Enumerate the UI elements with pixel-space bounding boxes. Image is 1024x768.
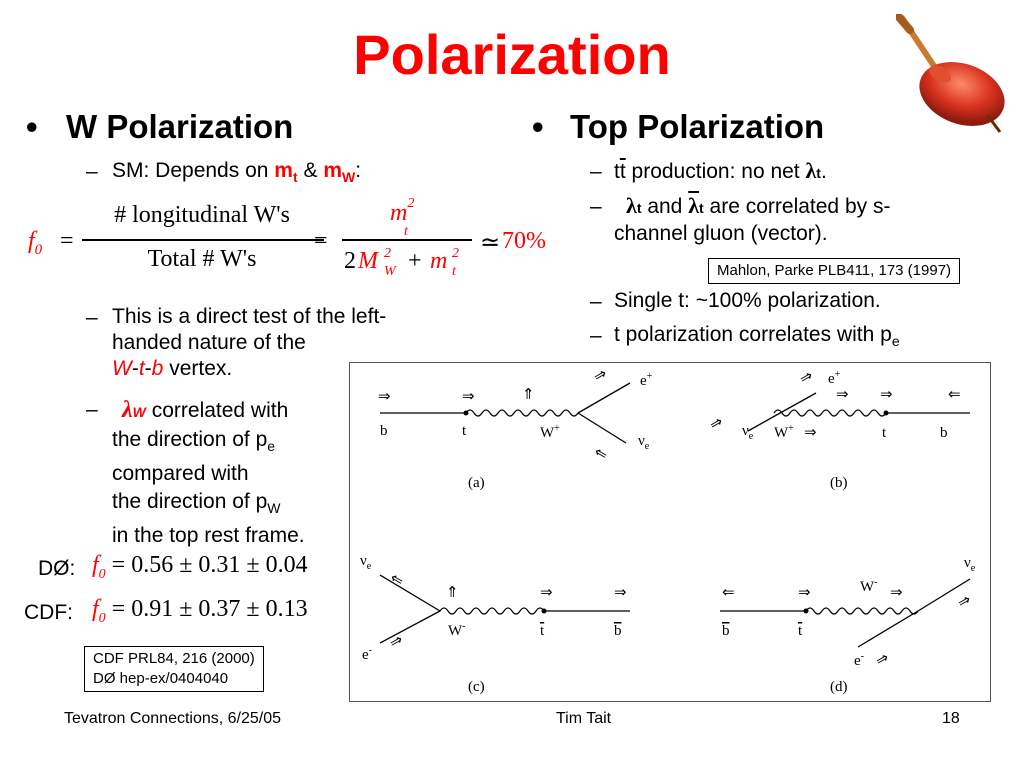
svg-text:(c): (c) — [468, 679, 485, 695]
dash-marker: – — [86, 306, 98, 329]
svg-text:(a): (a) — [468, 475, 485, 491]
dash-marker: – — [86, 160, 98, 183]
diagram-a: ⇒ ⇒ ⇑ ⇒ ⇐ b t W+ e+ νe (a) — [378, 366, 653, 491]
svg-text:⇒: ⇒ — [804, 425, 817, 441]
footer-author: Tim Tait — [556, 710, 612, 727]
svg-text:⇒: ⇒ — [707, 414, 726, 434]
svg-text:b: b — [614, 623, 622, 639]
svg-text:e+: e+ — [828, 369, 841, 387]
svg-text:W+: W+ — [540, 423, 560, 441]
dash-marker: – — [590, 160, 602, 183]
svg-text:νe: νe — [360, 553, 372, 572]
svg-text:(d): (d) — [830, 679, 848, 695]
svg-text:⇒: ⇒ — [614, 585, 627, 601]
svg-text:b: b — [722, 623, 730, 639]
svg-text:e+: e+ — [640, 371, 653, 389]
lambda-w-text: λW correlated with the direction of pe c… — [112, 397, 305, 548]
svg-text:⇒: ⇒ — [836, 387, 849, 403]
svg-text:t: t — [882, 425, 887, 441]
svg-text:⇑: ⇑ — [522, 387, 535, 403]
svg-text:⇒: ⇒ — [387, 632, 406, 652]
mw-symbol: mW — [323, 159, 356, 186]
cdf-label: CDF: — [24, 601, 73, 624]
top-polarization-heading: Top Polarization — [570, 108, 825, 145]
svg-text:b: b — [940, 425, 948, 441]
svg-text:⇒: ⇒ — [890, 585, 903, 601]
d0-label: DØ: — [38, 557, 76, 580]
mt-symbol: mt — [274, 159, 298, 186]
fraction-bar — [82, 239, 324, 241]
fraction-bar-2 — [342, 239, 472, 241]
single-top-line: Single t: ~100% polarization. — [614, 289, 881, 312]
correlates-line: t polarization correlates with pe — [614, 323, 900, 350]
footer-event: Tevatron Connections, 6/25/05 — [64, 710, 282, 727]
svg-text:t: t — [540, 623, 545, 639]
f0-formula: f0 = # longitudinal W's Total # W's = m2… — [28, 196, 546, 279]
w-polarization-heading: W Polarization — [66, 108, 294, 145]
svg-text:⇒: ⇒ — [798, 585, 811, 601]
diagram-b: ⇒ ⇒ ⇒ ⇒ ⇐ e+ νe W+ ⇒ t b (b) — [707, 368, 970, 491]
w-references-box: CDF PRL84, 216 (2000) DØ hep-ex/0404040 — [84, 646, 264, 692]
svg-text:νe: νe — [964, 555, 976, 574]
footer-page-number: 18 — [942, 710, 960, 727]
svg-text:⇒: ⇒ — [540, 585, 553, 601]
svg-text:νe: νe — [638, 433, 650, 452]
svg-text:⇒: ⇒ — [591, 366, 610, 386]
svg-text:⇒: ⇒ — [378, 389, 391, 405]
svg-text:⇐: ⇐ — [387, 570, 406, 590]
svg-text:W+: W+ — [774, 423, 794, 441]
dash-marker: – — [86, 398, 98, 421]
formula-result: 70% — [502, 228, 546, 254]
svg-text:t: t — [798, 623, 803, 639]
sm-dependence-line: SM: Depends on mt & mW: — [112, 159, 362, 186]
dash-marker: – — [590, 324, 602, 347]
d0-measurement: f0 = 0.56 ± 0.31 ± 0.04 — [92, 552, 308, 582]
svg-text:⇒: ⇒ — [797, 368, 816, 388]
svg-text:⇒: ⇒ — [955, 592, 974, 612]
diagram-d: ⇐ ⇒ ⇒ ⇒ ⇒ νe b t W- e- (d) — [720, 555, 976, 695]
bullet-dot: • — [26, 108, 38, 145]
diagram-c: νe e- ⇐ ⇒ ⇑ ⇒ ⇒ W- t b (c) — [360, 553, 630, 695]
svg-text:⇐: ⇐ — [591, 444, 610, 464]
svg-text:νe: νe — [742, 423, 754, 442]
top-reference-box: Mahlon, Parke PLB411, 173 (1997) — [708, 258, 961, 284]
svg-text:e-: e- — [362, 645, 372, 663]
dash-marker: – — [590, 195, 602, 218]
svg-text:W-: W- — [860, 577, 878, 595]
svg-text:⇒: ⇒ — [880, 387, 893, 403]
svg-text:⇑: ⇑ — [446, 585, 459, 601]
no-net-lambda-line: tt production: no net λt. — [614, 158, 827, 183]
formula-numerator: # longitudinal W's — [114, 202, 290, 228]
formula-denominator: Total # W's — [147, 246, 257, 272]
cdf-measurement: f0 = 0.91 ± 0.37 ± 0.13 — [92, 596, 308, 626]
svg-text:(b): (b) — [830, 475, 848, 491]
svg-text:⇐: ⇐ — [722, 585, 735, 601]
svg-text:⇐: ⇐ — [948, 387, 961, 403]
dash-marker: – — [590, 290, 602, 313]
svg-text:e-: e- — [854, 651, 864, 669]
feynman-diagrams-figure: ⇒ ⇒ ⇑ ⇒ ⇐ b t W+ e+ νe (a) ⇒ ⇒ ⇒ ⇒ ⇐ e+ … — [349, 362, 991, 702]
direct-test-text: This is a direct test of the left- hande… — [112, 305, 387, 380]
svg-text:⇒: ⇒ — [873, 650, 892, 670]
bullet-dot: • — [532, 108, 544, 145]
svg-text:t: t — [462, 423, 467, 439]
spinning-top-icon — [896, 14, 1005, 133]
svg-text:b: b — [380, 423, 388, 439]
svg-text:W-: W- — [448, 621, 466, 639]
correlated-line: λt and λt are correlated by s- channel g… — [614, 193, 891, 245]
svg-text:⇒: ⇒ — [462, 389, 475, 405]
page-title: Polarization — [353, 23, 671, 86]
